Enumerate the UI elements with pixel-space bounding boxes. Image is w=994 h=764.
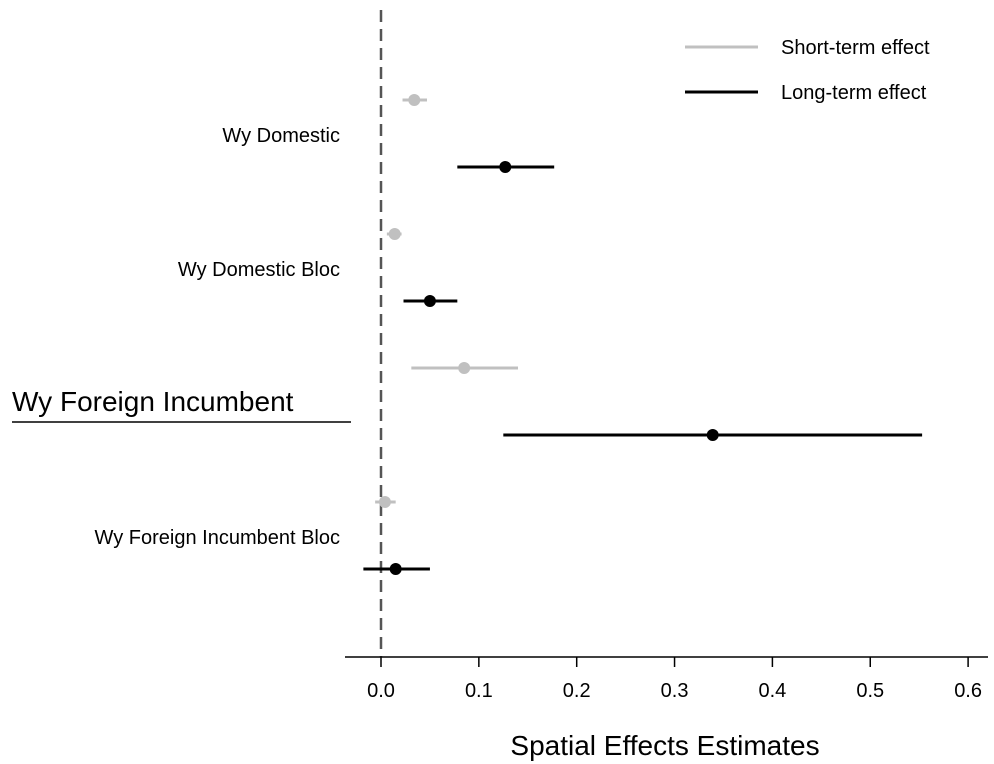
short-term-point [378, 496, 391, 508]
category-label: Wy Domestic Bloc [178, 259, 340, 281]
x-tick-label: 0.3 [661, 680, 689, 702]
short-term-point [388, 228, 401, 240]
x-tick-label: 0.5 [856, 680, 884, 702]
short-term-point [458, 362, 471, 374]
estimate-marks [363, 94, 923, 575]
x-tick-label: 0.2 [563, 680, 591, 702]
category-label: Wy Foreign Incumbent [12, 386, 294, 417]
category-labels: Wy Domestic Wy Domestic Bloc Wy Foreign In… [12, 125, 351, 549]
legend: Short-term effect Long-term effect [685, 37, 930, 104]
long-term-point [389, 563, 402, 575]
x-tick-label: 0.6 [954, 680, 982, 702]
x-axis: 0.0 0.1 0.2 0.3 0.4 0.5 0.6 [345, 656, 988, 702]
short-term-point [408, 94, 421, 106]
category-label: Wy Foreign Incumbent Bloc [95, 527, 340, 549]
legend-label: Short-term effect [781, 37, 930, 59]
x-tick-label: 0.1 [465, 680, 493, 702]
x-axis-title: Spatial Effects Estimates [510, 730, 819, 761]
x-tick-label: 0.0 [367, 680, 395, 702]
category-label: Wy Domestic [222, 125, 340, 147]
long-term-point [706, 429, 719, 441]
legend-label: Long-term effect [781, 82, 927, 104]
x-tick-label: 0.4 [758, 680, 786, 702]
long-term-point [423, 295, 436, 307]
long-term-point [499, 161, 512, 173]
